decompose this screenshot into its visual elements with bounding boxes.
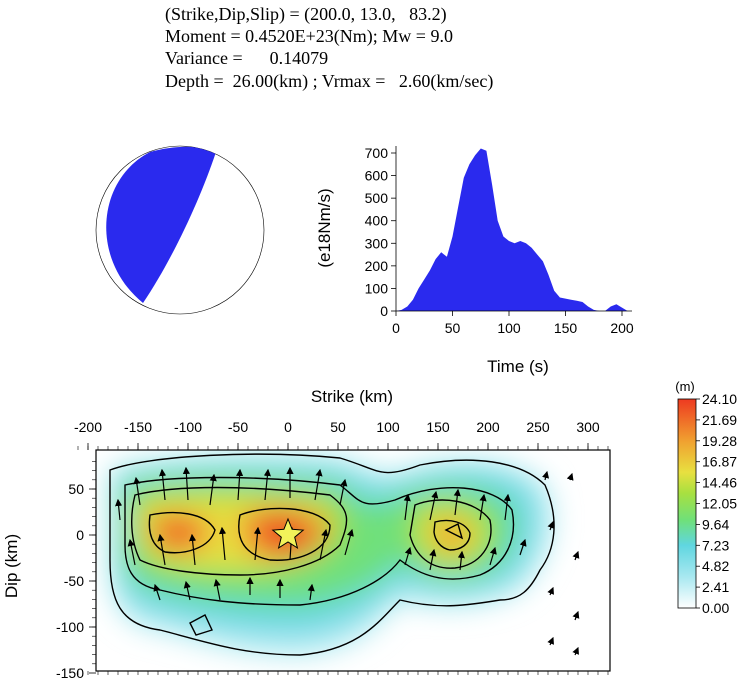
stf-y-tick-label: 700 (365, 145, 389, 161)
colorbar-gradient (677, 398, 697, 609)
slip-x-tick-label: 0 (284, 419, 292, 435)
stf-x-label: Time (s) (487, 357, 549, 376)
colorbar-label: 2.41 (702, 579, 729, 595)
stf-y-tick-label: 0 (380, 303, 388, 319)
stf-x-tick-label: 150 (554, 320, 578, 336)
colorbar-label: 21.69 (702, 412, 737, 428)
slip-y-tick-label: 50 (68, 481, 84, 497)
stf-y-tick-label: 400 (365, 213, 389, 229)
slip-y-tick-label: -100 (56, 619, 84, 635)
colorbar-label: 24.10 (702, 391, 737, 407)
colorbar-unit: (m) (675, 379, 695, 394)
slip-x-tick-label: 50 (330, 419, 346, 435)
slip-x-tick-label: 250 (526, 419, 550, 435)
header-moment: Moment = 0.4520E+23(Nm); Mw = 9.0 (165, 26, 453, 46)
stf-y-tick-label: 100 (365, 280, 389, 296)
slip-contours (109, 453, 555, 656)
slip-x-tick-label: -200 (74, 419, 102, 435)
slip-x-tick-label: 300 (576, 419, 600, 435)
stf-y-tick-label: 600 (365, 168, 389, 184)
colorbar-label: 19.28 (702, 433, 737, 449)
colorbar-label: 7.23 (702, 537, 729, 553)
slip-x-tick-label: -50 (228, 419, 248, 435)
slip-x-ticks: -200 -150 -100 -50 0 50 100 150 200 250 300 (74, 419, 609, 675)
hypocenter-star (271, 517, 305, 549)
stf-area (396, 148, 628, 311)
header-variance: Variance = 0.14079 (165, 48, 329, 68)
stf-y-ticks: 0 100 200 300 400 500 600 700 (365, 145, 396, 319)
stf-x-ticks: 0 50 100 150 200 (392, 311, 634, 336)
stf-y-label: (e18Nm/s) (315, 188, 334, 267)
colorbar-label: 4.82 (702, 558, 729, 574)
slip-y-ticks: 50 0 -50 -100 -150 (56, 461, 96, 681)
header-strike-dip-slip: (Strike,Dip,Slip) = (200.0, 13.0, 83.2) (165, 4, 447, 24)
stf-x-tick-label: 0 (392, 320, 400, 336)
colorbar-label: 14.46 (702, 475, 737, 491)
slip-x-tick-label: -150 (124, 419, 152, 435)
slip-colorbar: (m) 24.10 21.69 19.28 16.87 14.46 12.05 9.64 7.… (675, 379, 737, 616)
colorbar-label: 16.87 (702, 454, 737, 470)
source-time-function-chart: 0 100 200 300 400 500 600 700 0 50 100 150 200 Time… (315, 145, 634, 376)
colorbar-labels: 24.10 21.69 19.28 16.87 14.46 12.05 9.64 7.23 4.… (696, 391, 737, 616)
focal-mechanism-beachball (95, 145, 265, 315)
slip-x-tick-label: 150 (426, 419, 450, 435)
colorbar-label: 9.64 (702, 516, 729, 532)
slip-y-tick-label: 0 (76, 527, 84, 543)
slip-x-tick-label: 200 (476, 419, 500, 435)
slip-x-tick-label: 100 (376, 419, 400, 435)
slip-y-tick-label: -150 (56, 665, 84, 681)
colorbar-label: 0.00 (702, 600, 729, 616)
stf-x-tick-label: 100 (497, 320, 521, 336)
stf-y-tick-label: 500 (365, 190, 389, 206)
slip-field (109, 453, 580, 656)
slip-distribution-chart: Strike (km) Dip (km) (2, 387, 611, 681)
stf-y-tick-label: 200 (365, 258, 389, 274)
slip-x-label: Strike (km) (311, 387, 393, 406)
slip-y-label: Dip (km) (2, 534, 21, 598)
stf-y-tick-label: 300 (365, 235, 389, 251)
slip-y-tick-label: -50 (64, 573, 84, 589)
slip-x-tick-label: -100 (174, 419, 202, 435)
slip-plot-frame (95, 449, 611, 672)
header-depth-vrmax: Depth = 26.00(km) ; Vrmax = 2.60(km/sec) (165, 71, 494, 91)
stf-x-tick-label: 200 (610, 320, 634, 336)
colorbar-label: 12.05 (702, 496, 737, 512)
stf-x-tick-label: 50 (445, 320, 461, 336)
beachball-compressional-quadrant (106, 146, 216, 303)
